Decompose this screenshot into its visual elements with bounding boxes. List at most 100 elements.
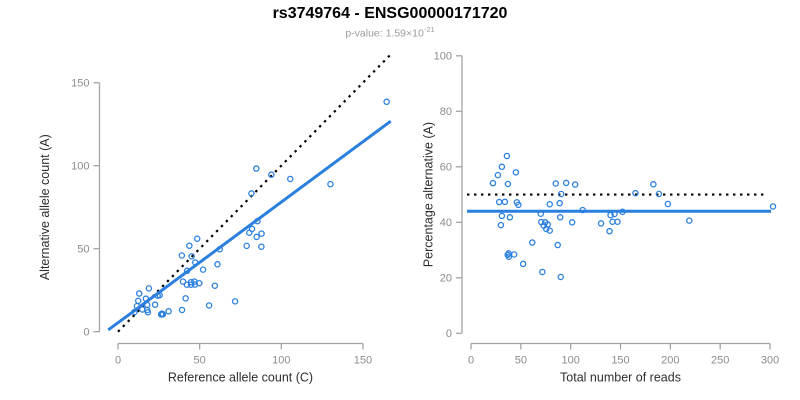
figure-title: rs3749764 - ENSG00000171720 xyxy=(272,5,508,22)
data-point xyxy=(258,243,265,250)
y-tick-label: 40 xyxy=(440,217,452,229)
y-tick-label: 0 xyxy=(446,328,452,340)
data-point xyxy=(537,210,545,217)
data-point xyxy=(134,297,142,305)
data-point xyxy=(135,290,143,297)
x-tick-label: 0 xyxy=(115,355,121,367)
y-tick-label: 0 xyxy=(83,327,89,339)
data-point xyxy=(515,201,522,209)
y-axis-title: Percentage alternative (A) xyxy=(422,122,436,267)
data-point xyxy=(178,252,186,259)
y-axis-title: Alternative allele count (A) xyxy=(38,134,52,280)
data-point xyxy=(664,200,672,208)
data-point xyxy=(178,306,186,314)
data-point xyxy=(158,310,166,317)
data-point xyxy=(556,199,563,207)
x-tick-label: 150 xyxy=(354,355,372,367)
data-point xyxy=(562,179,570,187)
data-point xyxy=(503,152,511,160)
data-point xyxy=(539,268,546,276)
data-point xyxy=(552,180,559,187)
pvalue-exponent: -21 xyxy=(423,25,435,34)
data-point xyxy=(142,295,150,302)
data-point xyxy=(268,171,275,178)
data-point xyxy=(556,214,564,221)
x-tick-label: 100 xyxy=(561,355,579,367)
y-tick-label: 20 xyxy=(440,273,452,285)
data-point xyxy=(182,295,189,302)
data-point xyxy=(557,190,565,198)
data-point xyxy=(494,171,502,179)
data-point xyxy=(196,279,203,287)
data-point xyxy=(144,309,152,316)
data-point xyxy=(253,233,260,241)
regression-line xyxy=(107,119,392,332)
data-point xyxy=(557,273,564,281)
data-point xyxy=(131,308,138,316)
data-point xyxy=(611,210,618,218)
data-point xyxy=(614,218,621,225)
data-point xyxy=(571,181,579,188)
data-point xyxy=(543,225,550,233)
data-point xyxy=(243,242,250,250)
data-point xyxy=(568,219,576,226)
y-tick-label: 150 xyxy=(71,78,89,90)
data-point xyxy=(156,291,163,299)
data-point xyxy=(183,267,191,275)
data-point xyxy=(248,190,255,197)
data-point xyxy=(510,251,518,258)
data-point xyxy=(145,285,153,292)
data-point xyxy=(133,302,141,310)
x-tick-label: 0 xyxy=(468,355,474,367)
data-point xyxy=(383,98,390,106)
data-point xyxy=(619,208,626,216)
data-point xyxy=(186,242,193,249)
x-tick-label: 100 xyxy=(272,355,290,367)
data-point xyxy=(554,241,561,249)
x-tick-label: 150 xyxy=(611,355,629,367)
data-point xyxy=(505,253,513,260)
data-point xyxy=(606,227,613,235)
data-point xyxy=(769,203,777,210)
x-axis-title: Reference allele count (C) xyxy=(168,371,313,385)
data-point xyxy=(497,221,505,229)
data-point xyxy=(519,260,527,268)
data-point xyxy=(529,239,536,246)
y-tick-label: 60 xyxy=(440,162,452,174)
data-point xyxy=(498,212,506,220)
data-point xyxy=(165,308,172,315)
data-point xyxy=(254,217,261,225)
data-point xyxy=(607,211,614,219)
x-tick-label: 50 xyxy=(194,355,206,367)
data-point xyxy=(546,227,553,234)
identity-line xyxy=(117,54,391,333)
data-point xyxy=(632,189,639,197)
data-point xyxy=(501,198,509,206)
data-point xyxy=(188,253,195,260)
data-point xyxy=(179,278,187,285)
data-point xyxy=(199,266,207,273)
figure-subtitle: p-value: 1.59×10-21 xyxy=(0,25,780,40)
x-axis-title: Total number of reads xyxy=(560,371,681,385)
data-point xyxy=(504,180,512,188)
data-point xyxy=(506,214,514,221)
data-point xyxy=(216,245,223,253)
x-tick-label: 200 xyxy=(661,355,679,367)
data-point xyxy=(287,175,294,183)
data-point xyxy=(579,206,586,214)
data-point xyxy=(231,298,239,305)
x-tick-label: 50 xyxy=(515,355,527,367)
data-point xyxy=(489,179,497,187)
data-point xyxy=(512,169,520,176)
x-tick-label: 250 xyxy=(711,355,729,367)
data-point xyxy=(253,165,260,172)
x-tick-label: 300 xyxy=(761,355,779,367)
data-point xyxy=(211,282,219,289)
data-point xyxy=(686,217,693,224)
data-point xyxy=(248,225,256,233)
data-point xyxy=(205,302,213,309)
data-point xyxy=(193,235,201,242)
data-point xyxy=(151,301,159,308)
data-point xyxy=(498,163,506,171)
